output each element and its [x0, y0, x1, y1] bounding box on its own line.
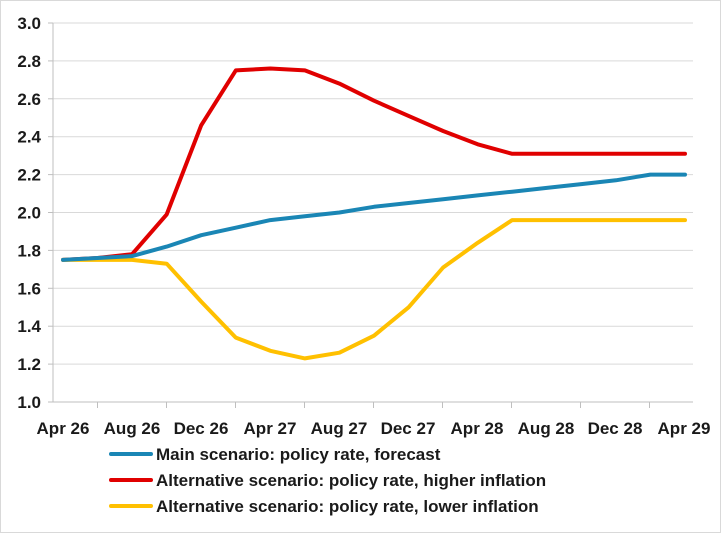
y-tick-label: 1.0	[17, 393, 41, 412]
y-tick-label: 3.0	[17, 14, 41, 33]
x-tick-label: Dec 28	[588, 419, 643, 438]
x-tick-label: Apr 27	[244, 419, 297, 438]
x-tick-label: Apr 28	[451, 419, 504, 438]
series-line-2	[61, 66, 687, 262]
legend: Main scenario: policy rate, forecast Alte…	[109, 445, 546, 516]
y-tick-label: 1.2	[17, 355, 41, 374]
legend-label-2: Alternative scenario: policy rate, highe…	[156, 471, 546, 490]
x-tick-label: Aug 28	[518, 419, 575, 438]
series-line-3	[61, 218, 687, 361]
x-tick-label: Aug 26	[104, 419, 161, 438]
x-tick-label: Apr 26	[37, 419, 90, 438]
series-lines	[61, 66, 687, 361]
x-tick-label: Dec 27	[381, 419, 436, 438]
series-line-1	[61, 172, 687, 262]
legend-label-1: Main scenario: policy rate, forecast	[156, 445, 441, 464]
x-tick-label: Apr 29	[658, 419, 711, 438]
gridlines	[53, 22, 693, 403]
y-tick-label: 2.2	[17, 166, 41, 185]
y-tick-label: 1.6	[17, 279, 41, 298]
y-tick-label: 2.0	[17, 204, 41, 223]
y-tick-label: 2.4	[17, 128, 41, 147]
y-tick-label: 2.6	[17, 90, 41, 109]
y-tick-label: 1.8	[17, 241, 41, 260]
axes: 1.0 1.2 1.4 1.6 1.8 2.0 2.2 2.4 2.6 2.8 3.0 Apr 26 A…	[17, 14, 710, 438]
legend-label-3: Alternative scenario: policy rate, lower…	[156, 497, 539, 516]
y-tick-label: 1.4	[17, 317, 41, 336]
y-tick-label: 2.8	[17, 52, 41, 71]
x-tick-label: Dec 26	[174, 419, 229, 438]
x-tick-label: Aug 27	[311, 419, 368, 438]
